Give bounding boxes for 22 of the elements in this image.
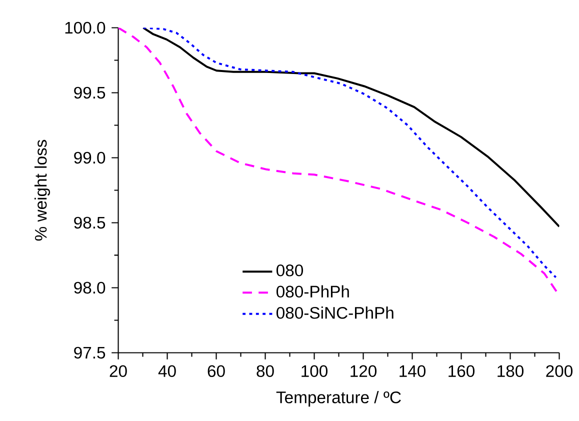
x-tick-label: 180 <box>498 365 524 378</box>
legend-label: 080 <box>276 264 304 276</box>
legend-label: 080-PhPh <box>276 285 349 298</box>
y-tick-label: 100.0 <box>65 22 106 34</box>
x-tick-label: 60 <box>208 365 225 378</box>
y-axis-title: % weight loss <box>34 140 50 241</box>
x-tick-label: 160 <box>448 365 475 378</box>
x-tick-label: 80 <box>256 365 274 378</box>
x-tick-label: 200 <box>546 365 573 378</box>
legend-label: 080-SiNC-PhPh <box>276 306 394 319</box>
x-tick-label: 120 <box>350 365 377 378</box>
x-tick-label: 40 <box>158 365 176 378</box>
y-tick-label: 98.5 <box>74 216 106 229</box>
y-tick-label: 99.5 <box>74 86 106 99</box>
x-axis-title: Temperature / ºC <box>276 391 401 407</box>
line-series <box>142 28 560 228</box>
x-tick-label: 20 <box>110 365 127 378</box>
x-tick-label: 100 <box>302 365 328 378</box>
x-tick-label: 140 <box>400 365 426 378</box>
y-tick-label: 98.0 <box>74 282 106 294</box>
y-tick-label: 99.0 <box>74 152 106 164</box>
y-tick-label: 97.5 <box>74 346 106 359</box>
